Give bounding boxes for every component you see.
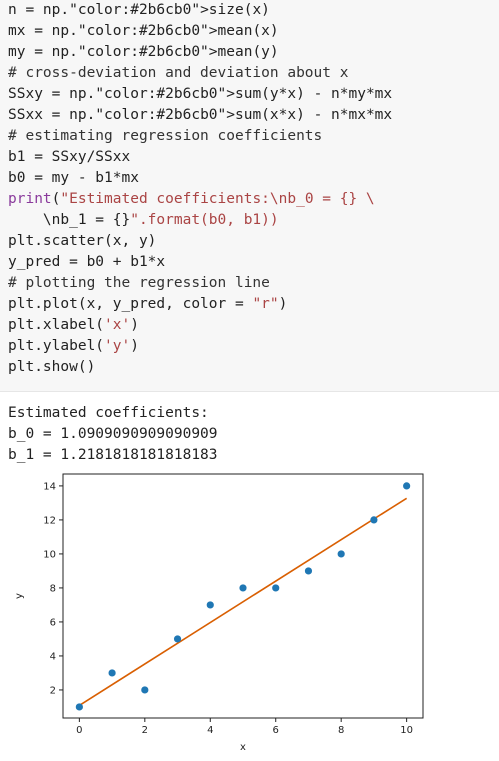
code-line: \nb_1 = {}".format(b0, b1)) [8,212,279,228]
code-line: plt.plot(x, y_pred, color = "r") [8,296,288,312]
x-axis-label: x [240,742,246,753]
code-comment: # estimating regression coefficients [8,128,323,144]
y-axis-label: y [14,593,25,599]
code-line: plt.xlabel('x') [8,317,139,333]
data-point [272,584,280,592]
x-tick-label: 2 [142,725,148,736]
data-point [75,703,83,711]
code-line: plt.scatter(x, y) [8,233,157,249]
data-point [108,669,116,677]
y-tick-label: 6 [50,617,56,628]
code-comment: # plotting the regression line [8,275,270,291]
data-point [337,550,345,558]
output-line: Estimated coefficients: [8,405,209,421]
regression-line [78,497,408,707]
code-line: SSxx = np."color:#2b6cb0">sum(x*x) - n*m… [8,107,393,123]
x-tick-label: 4 [207,725,213,736]
x-tick-label: 10 [400,725,413,736]
output-line: b_1 = 1.2181818181818183 [8,447,218,463]
scatter-plot: 0 2 4 6 8 10 2 4 6 8 10 12 14 x y [14,473,424,753]
data-point [370,516,378,524]
y-tick-label: 14 [43,481,56,492]
code-line: b0 = my - b1*mx [8,170,139,186]
data-point [206,601,214,609]
y-tick-label: 12 [43,515,56,526]
data-point [239,584,247,592]
y-tick-label: 2 [50,685,56,696]
code-line: plt.ylabel('y') [8,338,139,354]
code-line: plt.show() [8,359,96,375]
output-line: b_0 = 1.0909090909090909 [8,426,218,442]
code-line: print("Estimated coefficients:\nb_0 = {}… [8,191,375,207]
code-line: y_pred = b0 + b1*x [8,254,166,270]
x-tick-label: 8 [338,725,344,736]
x-tick-label: 6 [273,725,279,736]
axes-frame [62,473,424,719]
code-line: n = np."color:#2b6cb0">size(x) [8,2,270,18]
code-line: SSxy = np."color:#2b6cb0">sum(y*x) - n*m… [8,86,393,102]
plot-container: 0 2 4 6 8 10 2 4 6 8 10 12 14 x y [0,464,499,757]
y-tick-label: 10 [43,549,56,560]
output-area: Estimated coefficients: b_0 = 1.09090909… [0,392,499,757]
data-point [403,482,411,490]
y-tick-label: 8 [50,583,56,594]
code-line: my = np."color:#2b6cb0">mean(y) [8,44,279,60]
code-line: mx = np."color:#2b6cb0">mean(x) [8,23,279,39]
code-comment: # cross-deviation and deviation about x [8,65,349,81]
data-point [173,635,182,643]
x-tick-label: 0 [76,725,82,736]
code-line: b1 = SSxy/SSxx [8,149,131,165]
code-cell[interactable]: n = np."color:#2b6cb0">size(x) mx = np."… [0,0,499,392]
y-tick-label: 4 [50,651,56,662]
data-point [141,686,149,694]
data-point [304,567,313,575]
